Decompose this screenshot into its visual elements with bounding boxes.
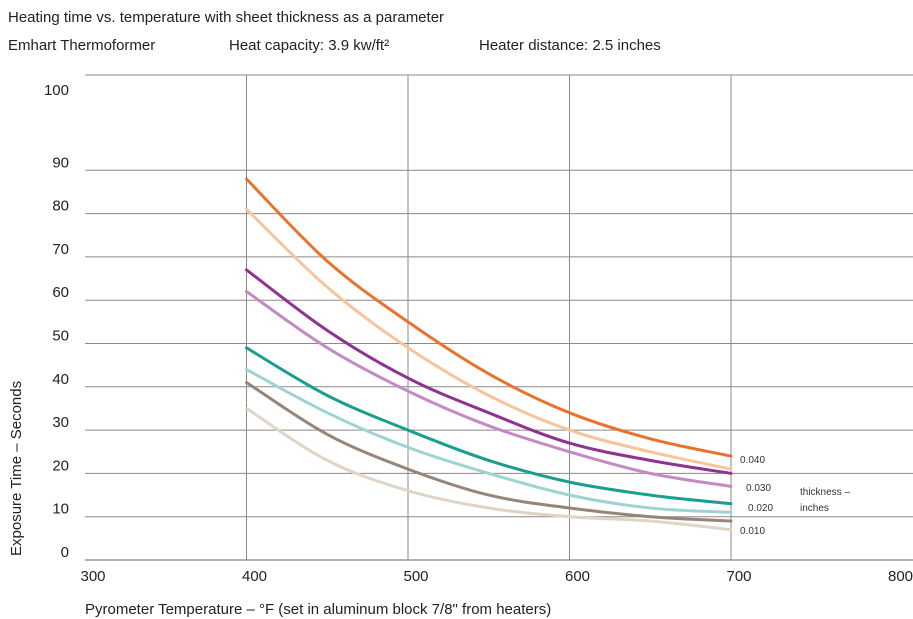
- series-line-4: [245, 290, 733, 488]
- x-tick-label: 400: [242, 568, 267, 585]
- x-tick-labels: 300 400 500 600 700 800: [80, 568, 913, 585]
- label-010: 0.010: [740, 526, 765, 537]
- heater-distance: Heater distance: 2.5 inches: [479, 37, 661, 54]
- series-lines: [245, 177, 733, 532]
- series-line-3: [245, 268, 733, 475]
- series-line-1: [245, 177, 733, 458]
- y-tick-label: 90: [52, 154, 69, 171]
- y-tick-label: 20: [52, 457, 69, 474]
- y-tick-label: 40: [52, 371, 69, 388]
- y-tick-label: 0: [61, 544, 69, 561]
- y-tick-labels: 0 10 20 30 40 50 60 70 80 90 100: [44, 82, 69, 561]
- legend-inches: inches: [800, 503, 829, 514]
- grid: [85, 74, 913, 561]
- x-tick-label: 500: [403, 568, 428, 585]
- label-030: 0.030: [746, 483, 771, 494]
- x-tick-label: 800: [888, 568, 913, 585]
- label-040: 0.040: [740, 455, 765, 466]
- y-tick-label: 60: [52, 284, 69, 301]
- y-axis-label: Exposure Time – Seconds: [8, 381, 25, 556]
- heat-capacity: Heat capacity: 3.9 kw/ft²: [229, 37, 390, 54]
- chart-title: Heating time vs. temperature with sheet …: [8, 9, 445, 26]
- series-line-2: [245, 207, 733, 471]
- y-tick-label: 10: [52, 501, 69, 518]
- series-line-5: [245, 346, 733, 506]
- y-tick-label: 30: [52, 414, 69, 431]
- y-tick-label: 80: [52, 198, 69, 215]
- y-tick-label: 70: [52, 241, 69, 258]
- series-line-7: [245, 381, 733, 523]
- y-tick-label: 100: [44, 82, 69, 99]
- legend-thickness: thickness –: [800, 487, 850, 498]
- x-tick-label: 600: [565, 568, 590, 585]
- x-tick-label: 700: [726, 568, 751, 585]
- y-tick-label: 50: [52, 328, 69, 345]
- machine-name: Emhart Thermoformer: [8, 37, 156, 54]
- x-axis-label: Pyrometer Temperature – °F (set in alumi…: [85, 601, 551, 618]
- label-020: 0.020: [748, 503, 773, 514]
- x-tick-label: 300: [80, 568, 105, 585]
- series-line-6: [245, 368, 733, 514]
- series-line-8: [245, 406, 733, 532]
